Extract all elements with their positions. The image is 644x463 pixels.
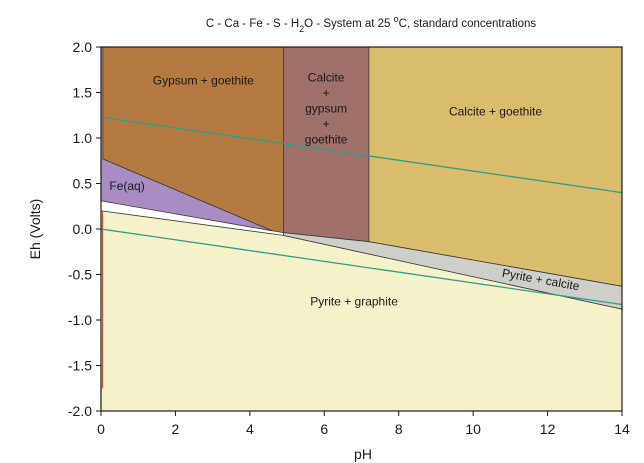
x-tick-label: 8	[395, 421, 403, 437]
y-tick-label: 1.5	[73, 85, 93, 101]
chart-title-part-4: C, standard concentrations	[399, 18, 537, 30]
y-tick-label: 2.0	[73, 39, 93, 55]
x-tick-label: 14	[614, 421, 630, 437]
region-label-calcite-goethite: Calcite + goethite	[449, 104, 542, 118]
x-tick-label: 0	[97, 421, 105, 437]
x-tick-label: 2	[172, 421, 180, 437]
x-tick-label: 10	[465, 421, 481, 437]
chart-title-part-1: 2	[299, 24, 304, 34]
y-tick-label: 0.0	[73, 221, 93, 237]
region-label-calcite-gypsum-goethite-line-2: gypsum	[305, 102, 347, 116]
x-axis-label: pH	[354, 446, 372, 462]
y-tick-label: -1.5	[68, 358, 92, 374]
series-water-stability-upper	[100, 116, 623, 194]
chart-title: C - Ca - Fe - S - H2O - System at 25 oC,…	[206, 14, 536, 34]
x-tick-label: 6	[320, 421, 328, 437]
chart-title-part-3: o	[394, 14, 399, 24]
y-axis-label: Eh (Volts)	[27, 199, 43, 260]
lines-layer	[100, 116, 623, 306]
region-label-gypsum-goethite: Gypsum + goethite	[153, 73, 254, 87]
y-tick-label: 0.5	[73, 176, 93, 192]
y-tick-label: -0.5	[68, 267, 92, 283]
region-label-fe-aq: Fe(aq)	[109, 179, 144, 193]
chart-title-part-0: C - Ca - Fe - S - H	[206, 18, 299, 30]
series-water-stability-lower	[100, 228, 623, 306]
region-label-calcite-gypsum-goethite-line-1: +	[323, 86, 330, 100]
x-tick-label: 4	[246, 421, 254, 437]
y-tick-label: -1.0	[68, 312, 92, 328]
y-tick-label: -2.0	[68, 403, 92, 419]
y-tick-label: 1.0	[73, 130, 93, 146]
region-label-calcite-gypsum-goethite-line-3: +	[323, 117, 330, 131]
axis-ticks-layer: 0 2 4 6 8 10 12 14 2.0 1.5 1.0 0.5 0.0 -0.5 -1.0 -1.5 -2…	[68, 39, 630, 437]
regions-layer	[100, 46, 623, 412]
chart-title-part-2: O - System at 25	[304, 18, 393, 30]
region-label-calcite-gypsum-goethite-line-0: Calcite	[308, 71, 345, 85]
region-label-pyrite-graphite: Pyrite + graphite	[310, 294, 398, 308]
x-tick-label: 12	[540, 421, 556, 437]
region-label-calcite-gypsum-goethite-line-4: goethite	[305, 133, 348, 147]
